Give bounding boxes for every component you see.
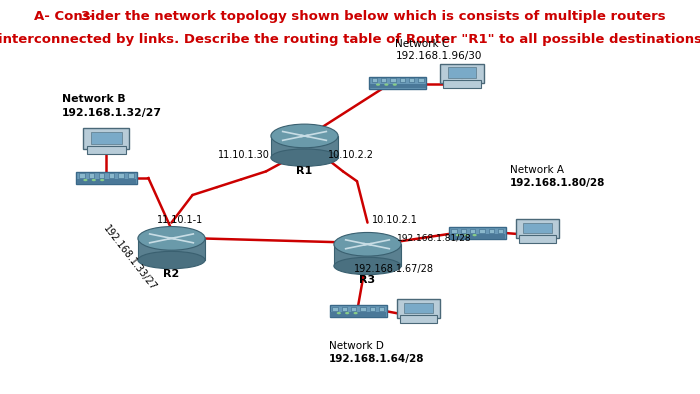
FancyBboxPatch shape (76, 172, 136, 184)
Circle shape (376, 84, 380, 86)
FancyBboxPatch shape (519, 236, 557, 243)
FancyBboxPatch shape (87, 146, 126, 154)
FancyBboxPatch shape (369, 77, 426, 89)
Text: 3-: 3- (80, 10, 95, 23)
Ellipse shape (271, 149, 338, 166)
FancyBboxPatch shape (516, 219, 559, 238)
FancyBboxPatch shape (342, 307, 347, 311)
FancyBboxPatch shape (330, 312, 386, 317)
Circle shape (456, 234, 460, 236)
FancyBboxPatch shape (447, 67, 477, 78)
FancyBboxPatch shape (118, 173, 124, 178)
Ellipse shape (334, 232, 401, 256)
FancyBboxPatch shape (397, 299, 440, 318)
FancyBboxPatch shape (443, 80, 481, 88)
Ellipse shape (138, 227, 205, 250)
Ellipse shape (138, 251, 205, 269)
Text: 192.168.1.80/28: 192.168.1.80/28 (510, 178, 605, 188)
Text: 192.168.1.96/30: 192.168.1.96/30 (395, 51, 482, 61)
FancyBboxPatch shape (400, 316, 438, 323)
FancyBboxPatch shape (79, 173, 85, 178)
Polygon shape (334, 244, 401, 266)
Text: Network D: Network D (329, 342, 384, 351)
Circle shape (345, 312, 349, 314)
FancyBboxPatch shape (89, 173, 95, 178)
Text: R1: R1 (296, 166, 313, 176)
FancyBboxPatch shape (419, 78, 423, 82)
Text: Network C: Network C (395, 39, 449, 49)
Text: A- Consider the network topology shown below which is consists of multiple route: A- Consider the network topology shown b… (34, 10, 666, 23)
Text: 192.168.1.33/27: 192.168.1.33/27 (101, 223, 158, 293)
Text: R3: R3 (359, 275, 376, 284)
Circle shape (337, 312, 341, 314)
FancyBboxPatch shape (452, 229, 456, 233)
FancyBboxPatch shape (381, 78, 386, 82)
FancyBboxPatch shape (404, 303, 433, 313)
Text: 10.10.2.2: 10.10.2.2 (328, 150, 374, 160)
Text: Network A: Network A (510, 165, 564, 175)
Text: 11.10.1-1: 11.10.1-1 (157, 215, 203, 225)
FancyBboxPatch shape (498, 229, 503, 233)
FancyBboxPatch shape (489, 229, 494, 233)
Ellipse shape (334, 257, 401, 275)
Text: 192.168.1.67/28: 192.168.1.67/28 (354, 264, 433, 274)
Ellipse shape (271, 124, 338, 148)
Polygon shape (271, 136, 338, 158)
Circle shape (83, 179, 88, 181)
FancyBboxPatch shape (360, 307, 366, 311)
Polygon shape (138, 238, 205, 260)
FancyBboxPatch shape (77, 179, 136, 184)
Text: 192.168.1.81/28: 192.168.1.81/28 (397, 234, 472, 243)
FancyBboxPatch shape (372, 78, 377, 82)
Text: 10.10.2.1: 10.10.2.1 (372, 215, 419, 225)
FancyBboxPatch shape (523, 223, 552, 233)
FancyBboxPatch shape (379, 307, 384, 311)
Text: interconnected by links. Describe the routing table of Router "R1" to all possib: interconnected by links. Describe the ro… (0, 33, 700, 46)
Circle shape (100, 179, 104, 181)
Circle shape (464, 234, 468, 236)
Text: R2: R2 (163, 269, 180, 279)
Circle shape (92, 179, 96, 181)
FancyBboxPatch shape (99, 173, 104, 178)
Circle shape (473, 234, 477, 236)
Text: 192.168.1.32/27: 192.168.1.32/27 (62, 108, 162, 118)
FancyBboxPatch shape (470, 229, 475, 233)
FancyBboxPatch shape (449, 234, 505, 239)
FancyBboxPatch shape (91, 132, 122, 144)
Circle shape (354, 312, 358, 314)
FancyBboxPatch shape (400, 78, 405, 82)
Text: 11.10.1.30: 11.10.1.30 (218, 150, 270, 160)
Text: Network B: Network B (62, 95, 125, 104)
FancyBboxPatch shape (128, 173, 134, 178)
FancyBboxPatch shape (480, 229, 485, 233)
FancyBboxPatch shape (332, 307, 337, 311)
FancyBboxPatch shape (390, 78, 395, 82)
FancyBboxPatch shape (449, 227, 506, 239)
FancyBboxPatch shape (330, 305, 387, 317)
FancyBboxPatch shape (461, 229, 466, 233)
FancyBboxPatch shape (370, 84, 426, 88)
FancyBboxPatch shape (409, 78, 414, 82)
Circle shape (384, 84, 388, 86)
FancyBboxPatch shape (83, 128, 130, 149)
FancyBboxPatch shape (351, 307, 356, 311)
FancyBboxPatch shape (370, 307, 375, 311)
FancyBboxPatch shape (440, 63, 484, 83)
Circle shape (393, 84, 397, 86)
FancyBboxPatch shape (108, 173, 114, 178)
Text: 192.168.1.64/28: 192.168.1.64/28 (329, 355, 424, 364)
